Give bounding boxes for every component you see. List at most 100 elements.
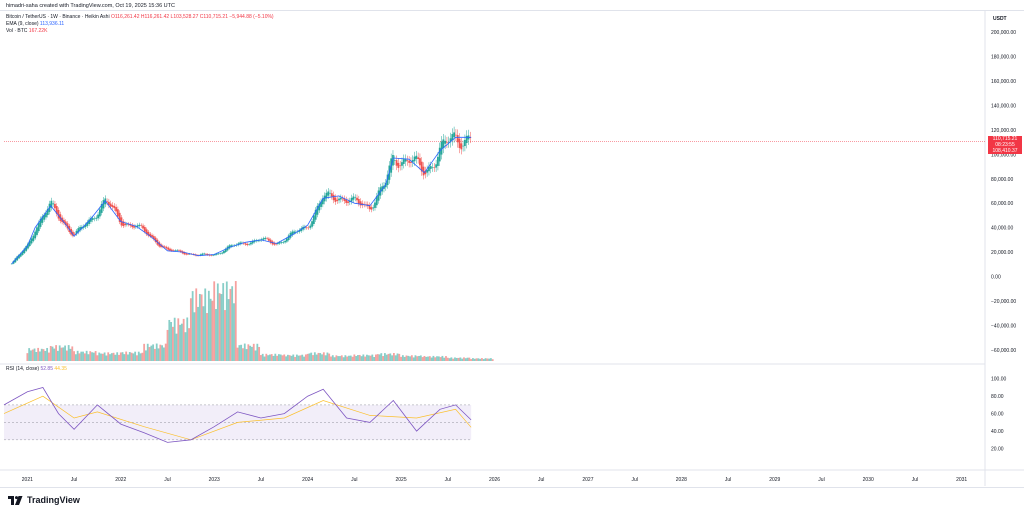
candle-body bbox=[179, 250, 182, 252]
candle-body bbox=[23, 248, 26, 254]
candle-body bbox=[214, 254, 216, 256]
volume-legend[interactable]: Vol · BTC 167.22K bbox=[6, 28, 47, 34]
ema-legend[interactable]: EMA (9, close) 113,936.11 bbox=[6, 21, 64, 27]
volume-bar bbox=[324, 355, 327, 361]
candle-body bbox=[269, 239, 272, 243]
volume-bar bbox=[200, 294, 203, 361]
time-tick-label: 2026 bbox=[489, 477, 500, 483]
volume-bar bbox=[57, 350, 59, 361]
candle-body bbox=[399, 165, 402, 167]
volume-bar bbox=[277, 354, 280, 361]
candle-body bbox=[330, 193, 333, 197]
volume-bar bbox=[188, 328, 190, 361]
volume-bar bbox=[348, 355, 350, 361]
candle-body bbox=[309, 225, 312, 228]
time-tick-label: 2029 bbox=[769, 477, 780, 483]
candle-body bbox=[206, 254, 209, 256]
symbol-legend[interactable]: Bitcoin / TetherUS · 1W · Binance · Heik… bbox=[6, 14, 274, 20]
time-tick-label: Jul bbox=[71, 477, 77, 483]
volume-bar bbox=[315, 354, 318, 361]
candle-body bbox=[312, 215, 315, 224]
time-tick-label: 2025 bbox=[396, 477, 407, 483]
volume-bar bbox=[100, 353, 102, 361]
candle-body bbox=[203, 253, 206, 255]
volume-bar bbox=[443, 357, 446, 361]
tradingview-logo[interactable]: TradingView bbox=[8, 495, 80, 505]
volume-bar bbox=[488, 358, 491, 361]
volume-bar bbox=[171, 326, 174, 361]
volume-bar bbox=[344, 355, 347, 361]
volume-bar bbox=[193, 312, 196, 361]
volume-bar bbox=[82, 351, 84, 361]
candle-body bbox=[113, 206, 116, 209]
volume-bar bbox=[371, 354, 374, 361]
rsi-legend[interactable]: RSI (14, close) 52.85 44.35 bbox=[6, 366, 67, 372]
candle-body bbox=[116, 209, 119, 217]
volume-bar bbox=[96, 355, 99, 361]
candle-body bbox=[397, 162, 400, 168]
volume-bar bbox=[243, 343, 246, 361]
volume-bar bbox=[101, 353, 104, 361]
volume-bar bbox=[252, 343, 255, 361]
candle-body bbox=[86, 222, 89, 226]
candle-body bbox=[424, 171, 427, 175]
volume-bar bbox=[73, 351, 75, 361]
candle-body bbox=[221, 252, 224, 254]
volume-bar bbox=[242, 348, 244, 361]
candle-body bbox=[402, 159, 405, 164]
volume-bar bbox=[421, 357, 424, 361]
candle-body bbox=[460, 143, 463, 150]
volume-bar bbox=[189, 298, 192, 361]
volume-bar bbox=[64, 345, 66, 361]
volume-bar bbox=[463, 357, 465, 361]
volume-bar bbox=[49, 346, 52, 361]
volume-bar bbox=[409, 356, 411, 361]
volume-bar bbox=[152, 344, 155, 361]
volume-bar bbox=[213, 281, 216, 361]
volume-bar bbox=[357, 355, 359, 361]
volume-bar bbox=[85, 350, 88, 361]
candle-body bbox=[408, 160, 411, 163]
volume-bar bbox=[121, 352, 124, 361]
candle-body bbox=[167, 247, 170, 250]
volume-bar bbox=[461, 358, 464, 361]
chart-frame bbox=[0, 10, 1024, 488]
candle-body bbox=[75, 230, 78, 235]
volume-bar bbox=[491, 359, 494, 361]
volume-bar bbox=[283, 354, 286, 361]
volume-bar bbox=[258, 346, 261, 361]
candle-body bbox=[456, 135, 459, 143]
candle-body bbox=[178, 250, 180, 251]
candle-body bbox=[125, 224, 128, 225]
volume-bar bbox=[455, 357, 458, 361]
candle-body bbox=[46, 208, 49, 216]
volume-bar bbox=[163, 347, 165, 361]
candle-body bbox=[339, 197, 342, 200]
volume-bar bbox=[475, 358, 478, 361]
candle-body bbox=[115, 207, 117, 212]
candle-body bbox=[354, 197, 357, 199]
volume-bar bbox=[396, 353, 399, 361]
volume-bar bbox=[175, 333, 178, 361]
candle-body bbox=[142, 225, 144, 229]
candle-body bbox=[145, 229, 148, 235]
volume-bar bbox=[419, 355, 422, 361]
volume-bar bbox=[355, 356, 358, 361]
candle-body bbox=[50, 200, 53, 208]
candle-body bbox=[124, 223, 126, 226]
price-tick-label: 140,000.00 bbox=[991, 104, 1016, 110]
volume-bar bbox=[109, 354, 111, 361]
volume-bar bbox=[80, 351, 83, 361]
volume-bar bbox=[105, 355, 108, 361]
volume-bar bbox=[222, 283, 225, 361]
volume-bar bbox=[136, 355, 138, 361]
candle-body bbox=[431, 167, 434, 169]
volume-bar bbox=[464, 358, 467, 361]
candle-body bbox=[266, 238, 269, 240]
volume-bar bbox=[466, 357, 469, 361]
volume-bar bbox=[322, 352, 325, 361]
candle-body bbox=[18, 254, 20, 259]
candle-body bbox=[440, 141, 443, 155]
rsi-tick-label: 40.00 bbox=[991, 429, 1004, 435]
